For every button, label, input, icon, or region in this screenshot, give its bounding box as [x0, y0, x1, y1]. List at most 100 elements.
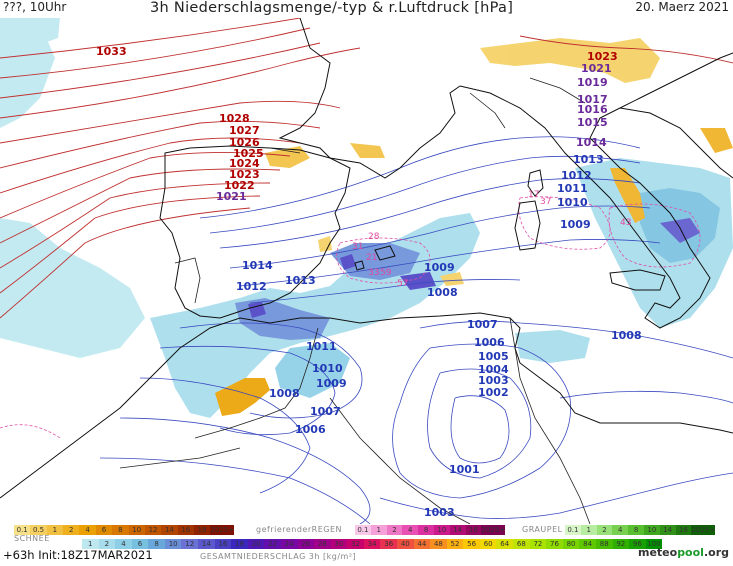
rain-legend-swatch: 8	[418, 525, 434, 535]
precip-area-tunisia	[515, 330, 590, 363]
rain-legend-swatch: 4	[402, 525, 419, 535]
precip-area-italy-dark	[660, 218, 700, 243]
isobar-label: 1015	[577, 116, 608, 129]
isobar-label: 1021	[216, 190, 247, 203]
snow-legend-swatch: 18	[193, 525, 211, 535]
isobar-label: 1023	[587, 50, 618, 63]
coast-baleares	[354, 245, 396, 271]
total-legend-swatch: 30	[330, 539, 348, 549]
precip-value-label: 43	[620, 218, 632, 228]
snow-legend-swatch: 2025+	[210, 525, 234, 535]
precip-value-label: 31	[352, 242, 364, 252]
total-legend-swatch: 8	[148, 539, 165, 549]
isobar-label: 1028	[219, 112, 250, 125]
precip-value-label: 17	[528, 190, 540, 200]
isobar-label: 1021	[581, 62, 612, 75]
isobar-label: 1010	[312, 362, 343, 375]
logo-mid: pool	[677, 546, 704, 559]
isobar-label: 1001	[449, 463, 480, 476]
total-legend-swatch: 1	[82, 539, 99, 549]
total-legend-swatch: 56	[463, 539, 480, 549]
pressure-precip-map	[0, 18, 733, 524]
precip-area-core	[235, 243, 420, 340]
isobar-label: 1022	[224, 179, 255, 192]
total-legend-swatch: 60	[479, 539, 497, 549]
snow-legend-swatch: 16	[177, 525, 194, 535]
coast-north-africa	[0, 312, 733, 499]
isobar-label: 1027	[229, 124, 260, 137]
isobar-label: 1011	[557, 182, 588, 195]
total-legend-swatch: 14	[198, 539, 215, 549]
total-legend-swatch: 16	[214, 539, 232, 549]
coast-iberia	[159, 145, 351, 319]
isobar-label: 1012	[236, 280, 267, 293]
isobars-blue	[99, 136, 733, 524]
graupel-legend-swatch: 8	[628, 525, 644, 535]
isobar-label: 1026	[229, 136, 260, 149]
isobars-pink-dashed	[0, 196, 701, 439]
precip-value-label: 57	[397, 279, 409, 289]
total-legend-swatch: 68	[513, 539, 530, 549]
isobar-label: 1007	[310, 405, 341, 418]
precip-areas	[0, 18, 733, 418]
total-legend-swatch: 80	[562, 539, 580, 549]
rain-legend-swatch: 2	[386, 525, 403, 535]
isobar-label: 1023	[229, 168, 260, 181]
total-legend-swatch: 26	[297, 539, 315, 549]
total-legend-swatch: 34	[363, 539, 381, 549]
rain-legend-title: gefrierenderREGEN	[256, 525, 342, 534]
isobar-label: 1017	[577, 93, 608, 106]
isobar-label: 1012	[561, 169, 592, 182]
total-legend-swatch: 20	[247, 539, 265, 549]
coastlines	[0, 18, 733, 499]
total-legend-swatch: 4	[115, 539, 132, 549]
total-legend-swatch: 22	[264, 539, 281, 549]
total-precip-caption: GESAMTNIEDERSCHLAG 3h [kg/m²]	[200, 552, 357, 561]
precip-value-label: 28	[368, 232, 380, 242]
graupel-legend-swatch: 0.1	[565, 525, 581, 535]
precip-value-label: 21	[366, 253, 378, 263]
total-legend-swatch: 76	[546, 539, 563, 549]
total-legend-swatch: 24	[280, 539, 298, 549]
logo-prefix: meteo	[637, 546, 678, 559]
total-legend-swatch: 96	[629, 539, 646, 549]
rain-legend-swatch: 2025+	[481, 525, 506, 535]
snow-area-morocco	[215, 378, 270, 416]
graupel-legend-swatch: 16	[675, 525, 692, 535]
graupel-legend-swatch: 1	[580, 525, 597, 535]
coast-sicily	[609, 269, 666, 291]
total-legend-swatch: 44	[413, 539, 431, 549]
snow-legend-title: SCHNEE	[14, 534, 50, 543]
graupel-legend-title: GRAUPEL	[522, 525, 563, 534]
init-time: Init:18Z17MAR2021	[38, 548, 153, 562]
isobar-label: 1005	[478, 350, 509, 363]
total-legend-swatch: 32	[347, 539, 364, 549]
borders	[119, 77, 591, 524]
precip-area-west-spotted	[0, 18, 60, 63]
meteopool-logo: meteopool.org	[638, 546, 729, 559]
isobar-label: 1009	[560, 218, 591, 231]
rain-legend-swatch: 14	[449, 525, 466, 535]
total-legend-swatch: 64	[496, 539, 514, 549]
total-legend-swatch: 72	[529, 539, 547, 549]
isobar-label: 1011	[306, 340, 337, 353]
isobar-label: 1014	[242, 259, 273, 272]
graupel-legend: 0.1 1 2 4 8 10 14 16 2025+	[565, 525, 716, 535]
graupel-legend-swatch: 10	[643, 525, 660, 535]
forecast-info: +63h Init:18Z17MAR2021	[3, 548, 153, 562]
isobar-label: 1009	[424, 261, 455, 274]
snow-legend-swatch: 14	[161, 525, 178, 535]
total-legend-swatch: 48	[430, 539, 447, 549]
isobar-label: 1002	[478, 386, 509, 399]
precip-area-algeria	[275, 343, 350, 398]
graupel-legend-swatch: 2025+	[691, 525, 716, 535]
rain-legend: 0.1 1 2 4 8 10 14 16 2025+	[355, 525, 506, 535]
total-legend-swatch: 52	[446, 539, 464, 549]
map-title: 3h Niederschlagsmenge/-typ & r.Luftdruck…	[150, 0, 514, 16]
isobar-label: 1008	[611, 329, 642, 342]
isobar-label: 1007	[467, 318, 498, 331]
isobar-label: 1006	[295, 423, 326, 436]
precip-value-label: 37	[540, 197, 552, 207]
isobar-label: 1033	[96, 45, 127, 58]
total-legend-swatch: 84	[579, 539, 596, 549]
